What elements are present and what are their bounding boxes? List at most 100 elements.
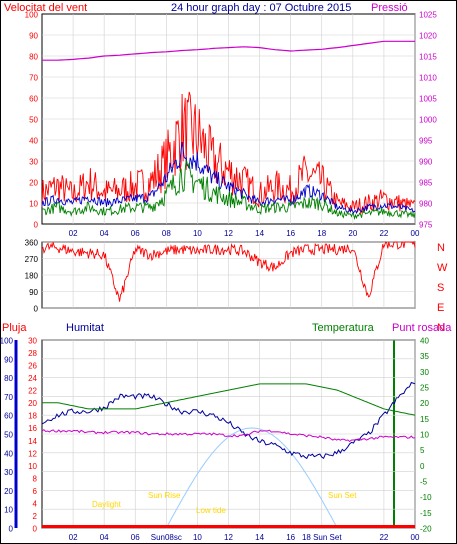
temperature-tick-label: 40 bbox=[420, 337, 429, 346]
compass-letter: S bbox=[437, 282, 444, 294]
panel1-left-tick-label: 50 bbox=[29, 116, 38, 125]
temperature-tick-label: 15 bbox=[420, 415, 429, 424]
panel1-left-tick-label: 80 bbox=[29, 53, 38, 62]
low-tide-annotation: Low tide bbox=[196, 506, 226, 515]
panel1-x-tick-label: 02 bbox=[69, 229, 78, 238]
panel2-left-tick-label: 360 bbox=[25, 239, 39, 248]
panel1-right-tick-label: 980 bbox=[419, 200, 433, 209]
rain-tick-label: 28 bbox=[28, 349, 37, 358]
panel3-x-tick-label: 04 bbox=[100, 533, 109, 542]
rain-tick-label: 24 bbox=[28, 374, 37, 383]
rain-tick-label: 2 bbox=[33, 512, 38, 521]
panel1-right-tick-label: 1020 bbox=[419, 32, 437, 41]
temperature-tick-label: -5 bbox=[420, 478, 428, 487]
panel1-x-tick-label: 06 bbox=[131, 229, 140, 238]
humidity-tick-label: 40 bbox=[4, 449, 13, 458]
humidity-tick-label: 80 bbox=[4, 374, 13, 383]
temperature-axis: -20 -15 -10 -5 0 5 10 15 20 25 30 35 40 bbox=[420, 337, 432, 534]
panel3-series-line-3 bbox=[41, 429, 416, 443]
temperature-tick-label: 30 bbox=[420, 368, 429, 377]
panel1-right-tick-label: 1000 bbox=[419, 116, 437, 125]
temperature-label: Temperatura bbox=[312, 322, 375, 334]
panel3-x-tick-label: 22 bbox=[379, 533, 388, 542]
panel1-right-tick-label: 1015 bbox=[419, 53, 437, 62]
humidity-axis: 0 10 20 30 40 50 60 70 80 90 100 bbox=[0, 337, 14, 534]
sun-rise-annotation: Sun Rise bbox=[148, 491, 181, 500]
wind-direction-line bbox=[41, 240, 416, 302]
panel2-series bbox=[41, 240, 416, 302]
panel3-x-tick-label: 10 bbox=[193, 533, 202, 542]
rain-tick-label: 20 bbox=[28, 399, 37, 408]
chart-title: 24 hour graph day : 07 Octubre 2015 bbox=[171, 2, 351, 14]
panel1-series-line-1 bbox=[41, 91, 416, 214]
rain-tick-label: 30 bbox=[28, 337, 37, 346]
panel1-right-tick-label: 990 bbox=[419, 158, 433, 167]
panel3-x-tick-label: 02 bbox=[69, 533, 78, 542]
panel3-x-tick-label: 14 bbox=[255, 533, 264, 542]
panel1-x-tick-label: 18 bbox=[317, 229, 326, 238]
temperature-tick-label: -15 bbox=[420, 509, 432, 518]
panel1-x-tick-label: 22 bbox=[379, 229, 388, 238]
panel1-right-tick-label: 975 bbox=[419, 221, 433, 230]
panel3-x-tick-label: Sun08sc bbox=[151, 533, 182, 542]
panel1-series-line-2 bbox=[41, 142, 416, 215]
panel1-x-tick-label: 04 bbox=[100, 229, 109, 238]
panel1-right-tick-label: 995 bbox=[419, 137, 433, 146]
panel1-left-tick-label: 100 bbox=[25, 11, 39, 20]
panel2-grid bbox=[42, 241, 416, 309]
compass-letter: N bbox=[437, 322, 445, 334]
rain-tick-label: 18 bbox=[28, 412, 37, 421]
temperature-tick-label: 25 bbox=[420, 384, 429, 393]
wind-speed-title: Velocitat del vent bbox=[4, 2, 87, 14]
temperature-tick-label: 5 bbox=[420, 446, 425, 455]
panel1-series bbox=[41, 40, 416, 221]
solar-radiation-line bbox=[165, 427, 338, 529]
humidity-tick-label: 20 bbox=[4, 487, 13, 496]
rain-tick-label: 16 bbox=[28, 424, 37, 433]
panel3-series bbox=[41, 381, 416, 528]
panel1-x-tick-label: 16 bbox=[286, 229, 295, 238]
rain-tick-label: 22 bbox=[28, 387, 37, 396]
solar-curve bbox=[165, 427, 338, 529]
panel1-left-tick-label: 60 bbox=[29, 95, 38, 104]
panel1-right-axis: 975 980 985 990 995 1000 1005 1010 1015 1020 1025 bbox=[419, 11, 437, 230]
panel3-x-tick-label: 12 bbox=[224, 533, 233, 542]
rain-label: Pluja bbox=[2, 322, 27, 334]
panel1-left-tick-label: 30 bbox=[29, 158, 38, 167]
compass-letter: E bbox=[437, 302, 444, 314]
rain-tick-label: 14 bbox=[28, 437, 37, 446]
panel1-left-tick-label: 0 bbox=[34, 221, 39, 230]
rain-tick-label: 4 bbox=[33, 499, 38, 508]
panel1-series-line-3 bbox=[41, 160, 416, 221]
humidity-tick-label: 30 bbox=[4, 468, 13, 477]
panel3-x-tick-label: 16 bbox=[286, 533, 295, 542]
panel1-x-tick-label: 08 bbox=[162, 229, 171, 238]
temperature-tick-label: -20 bbox=[420, 525, 432, 534]
panel3-x-axis: 02 04 06 Sun08sc 10 12 14 16 18 Sun Set 22 00 bbox=[69, 533, 420, 542]
temperature-tick-label: 20 bbox=[420, 399, 429, 408]
panel1-x-tick-label: 20 bbox=[348, 229, 357, 238]
panel1-series-line-4 bbox=[42, 40, 415, 61]
panel1-right-tick-label: 1005 bbox=[419, 95, 437, 104]
rain-tick-label: 6 bbox=[33, 487, 38, 496]
panel1-left-tick-label: 10 bbox=[29, 200, 38, 209]
rain-tick-label: 26 bbox=[28, 362, 37, 371]
temperature-tick-label: 10 bbox=[420, 431, 429, 440]
humidity-tick-label: 10 bbox=[4, 506, 13, 515]
panel2-left-tick-label: 180 bbox=[25, 272, 39, 281]
rain-tick-label: 8 bbox=[33, 474, 38, 483]
panel2-left-axis: 0 90 180 270 360 bbox=[25, 239, 39, 314]
panel1-x-tick-label: 00 bbox=[411, 229, 420, 238]
daylight-annotation: Daylight bbox=[92, 500, 122, 509]
panel3-grid bbox=[42, 339, 416, 529]
panel1-left-tick-label: 40 bbox=[29, 137, 38, 146]
panel1-right-tick-label: 1025 bbox=[419, 11, 437, 20]
panel2-left-tick-label: 270 bbox=[25, 255, 39, 264]
humidity-tick-label: 90 bbox=[4, 355, 13, 364]
panel1-x-axis: 02 04 06 08 10 12 14 16 18 20 22 00 bbox=[69, 229, 420, 238]
panel1-left-tick-label: 70 bbox=[29, 74, 38, 83]
humidity-tick-label: 0 bbox=[9, 525, 14, 534]
